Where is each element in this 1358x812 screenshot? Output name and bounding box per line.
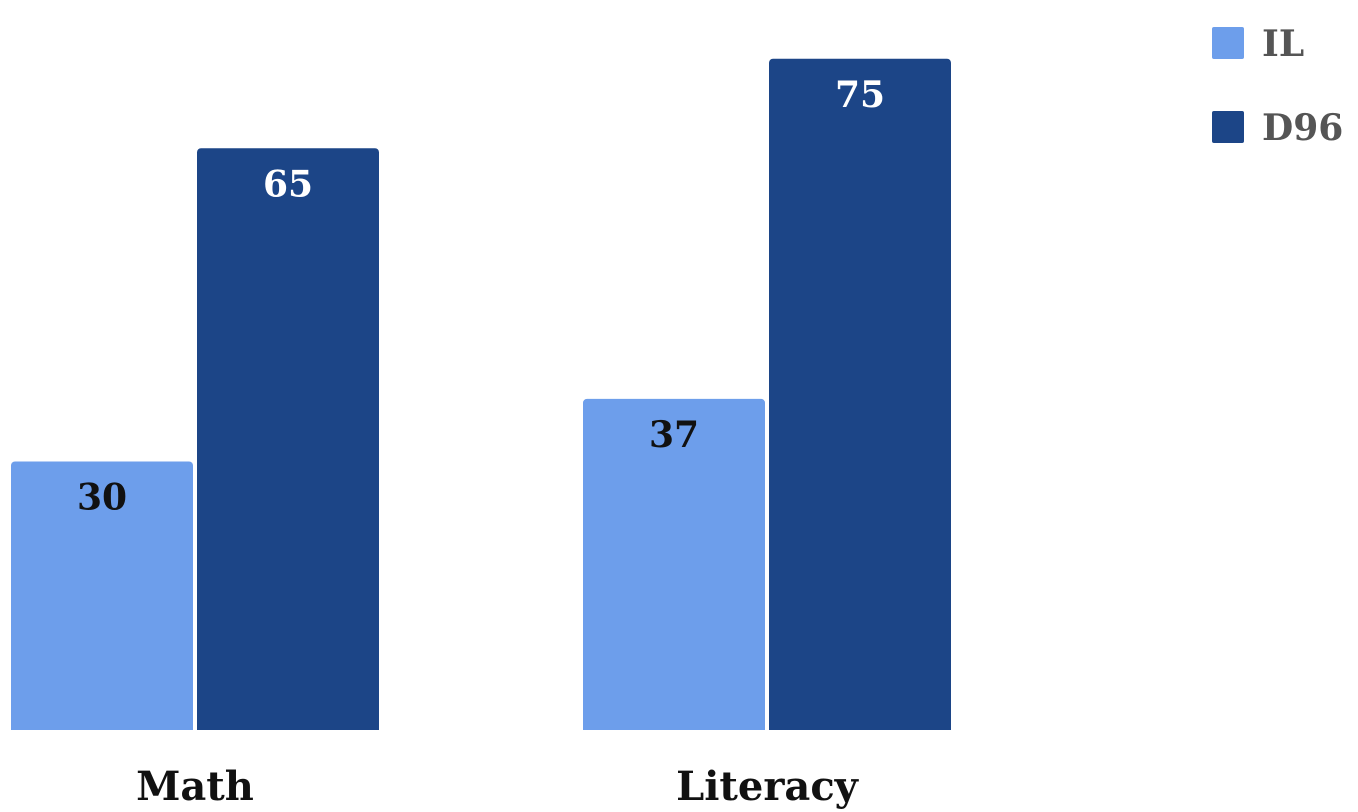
bar-value-label-literacy-d96: 75 [835, 74, 885, 116]
legend-label-il: IL [1262, 23, 1304, 65]
bar-literacy-il [583, 398, 765, 730]
legend: IL D96 [1212, 23, 1343, 149]
bar-math-il [11, 461, 193, 730]
bar-value-label-literacy-il: 37 [649, 414, 699, 456]
bar-math-d96 [197, 148, 379, 730]
bar-base-math-d96 [197, 726, 379, 730]
bar-base-math-il [11, 726, 193, 730]
bar-value-label-math-d96: 65 [263, 163, 313, 205]
legend-swatch-il [1212, 27, 1244, 59]
legend-swatch-d96 [1212, 111, 1244, 143]
bar-labels-group: 30 65 37 75 [77, 74, 885, 519]
category-label-literacy: Literacy [676, 763, 860, 810]
bar-base-literacy-d96 [769, 726, 951, 730]
bars-group [11, 58, 951, 730]
category-labels-group: Math Literacy [136, 763, 860, 810]
bar-literacy-d96 [769, 58, 951, 730]
bar-base-literacy-il [583, 726, 765, 730]
category-label-math: Math [136, 763, 254, 810]
legend-label-d96: D96 [1262, 107, 1343, 149]
bar-value-label-math-il: 30 [77, 477, 127, 519]
